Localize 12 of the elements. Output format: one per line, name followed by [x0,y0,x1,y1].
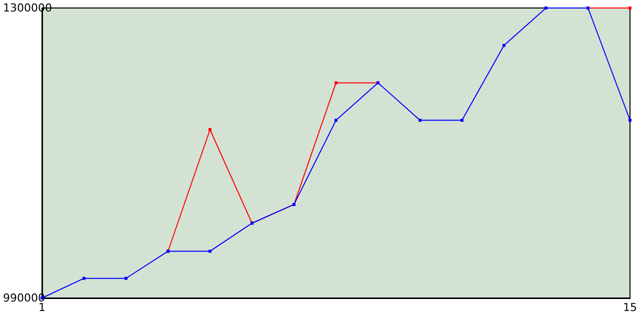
point [208,128,212,132]
point [334,81,338,84]
point [82,276,86,280]
point [502,44,506,47]
point [628,118,632,122]
x-tick-label: 15 [623,301,637,314]
y-tick-label: 1300000 [3,2,52,14]
point [460,118,464,122]
point [418,118,422,122]
point [334,118,338,122]
point [208,250,212,253]
point [124,276,128,280]
